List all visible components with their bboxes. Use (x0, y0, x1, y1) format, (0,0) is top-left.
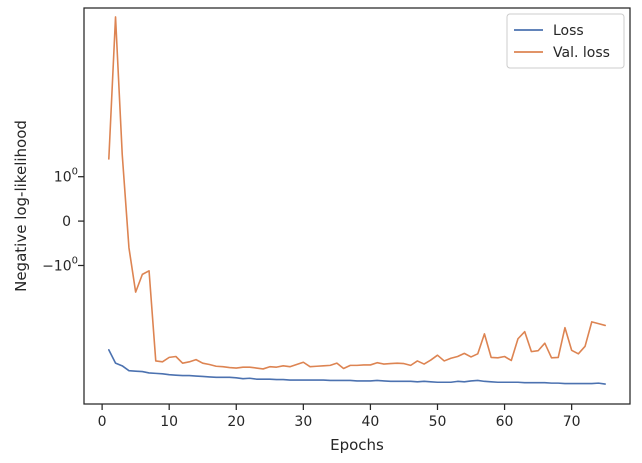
x-tick-label: 20 (227, 414, 245, 430)
y-axis-label: Negative log-likelihood (12, 120, 30, 292)
x-tick-label: 60 (496, 414, 514, 430)
y-tick-label: 0 (62, 214, 71, 230)
x-tick-label: 0 (98, 414, 107, 430)
series-layer (108, 16, 606, 385)
plot-frame (83, 7, 631, 405)
y-tick-label: −100 (42, 255, 78, 274)
x-tick-label: 10 (160, 414, 178, 430)
x-axis-ticks: 0 10 20 30 40 50 60 70 (98, 404, 581, 430)
legend-label: Val. loss (553, 45, 610, 61)
series-line-loss (108, 349, 606, 385)
legend-box (506, 13, 625, 69)
x-tick-label: 40 (362, 414, 380, 430)
x-axis-label: Epochs (330, 436, 384, 454)
x-tick-label: 50 (429, 414, 447, 430)
y-tick-exponent: 0 (72, 255, 78, 266)
y-tick-exponent: 0 (72, 167, 78, 178)
x-tick-label: 70 (563, 414, 581, 430)
legend: Loss Val. loss (506, 13, 625, 69)
x-tick-label: 30 (294, 414, 312, 430)
legend-label: Loss (553, 23, 584, 39)
series-line-val-loss (108, 16, 606, 370)
